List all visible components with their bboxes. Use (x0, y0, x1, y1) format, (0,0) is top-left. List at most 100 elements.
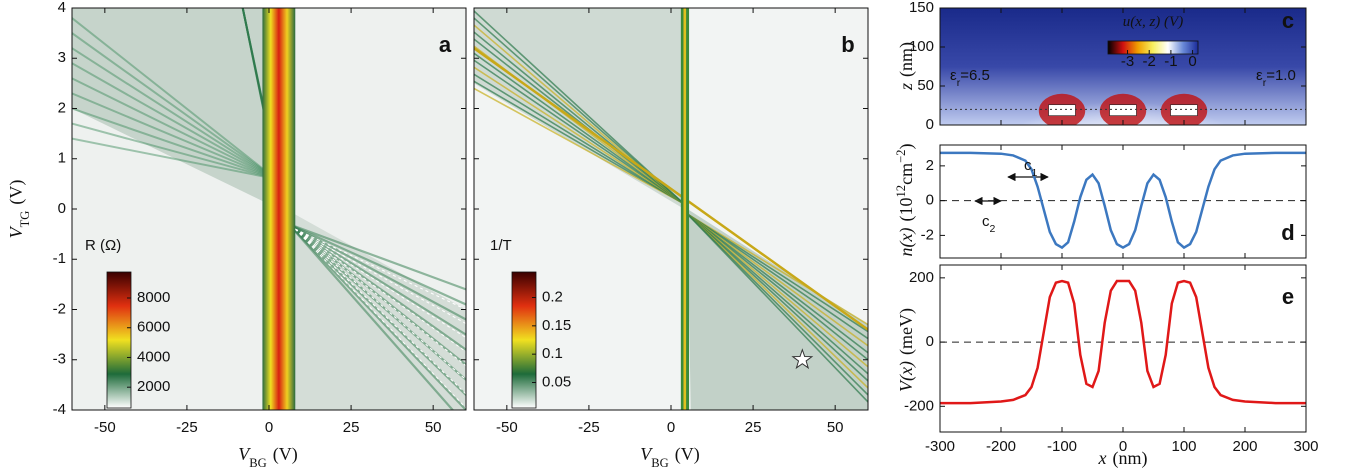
map-feature (686, 213, 868, 389)
electrode (1109, 104, 1137, 116)
label-part: c (982, 213, 990, 230)
y-tick-label: -3 (53, 351, 66, 368)
map-feature (474, 52, 685, 205)
y-tick-label: 50 (917, 77, 934, 94)
label-part: BG (249, 456, 267, 470)
x-tick-label: 50 (827, 419, 844, 436)
map-feature (686, 213, 868, 375)
panel-letter: c (1282, 8, 1294, 33)
y-tick-label: 3 (58, 49, 66, 66)
y-tick-label: 2 (926, 157, 934, 174)
x-axis-label: VBG (V) (640, 444, 700, 470)
plot-area (940, 279, 1306, 405)
label-part: (10 (896, 198, 917, 222)
y-tick-label: -200 (904, 397, 934, 414)
x-tick-label: 25 (343, 419, 360, 436)
map-feature (474, 31, 685, 205)
map-feature (294, 228, 466, 381)
map-feature (288, 223, 466, 351)
map-feature (288, 223, 466, 336)
colorbar-tick-label: 6000 (137, 319, 170, 336)
label-part: BG (651, 456, 669, 470)
label-part: z (896, 83, 916, 91)
label-part: (V) (675, 444, 700, 465)
x-tick-label: 50 (425, 419, 442, 436)
x-tick-label: 25 (745, 419, 762, 436)
panel-letter: a (439, 32, 452, 57)
y-tick-label: 0 (926, 333, 934, 350)
label-part: r (1263, 77, 1267, 89)
line-series (940, 279, 1306, 405)
map-feature (72, 107, 276, 180)
label-part: cm (896, 163, 916, 185)
plot-area (940, 151, 1306, 250)
map-feature (72, 137, 276, 180)
x-tick-label: -50 (94, 419, 116, 436)
label-part: 12 (894, 185, 908, 198)
annotation: εr=6.5 (950, 67, 990, 89)
colorbar (106, 271, 132, 409)
map-feature (294, 228, 466, 353)
x-tick-label: 0 (1119, 438, 1127, 455)
label-part: ) (896, 144, 917, 150)
map-feature (72, 17, 277, 180)
y-axis-label: n(x) (1012cm−2) (894, 144, 917, 257)
plot-area (940, 8, 1306, 125)
x-tick-label: -25 (176, 419, 198, 436)
y-tick-label: 1 (58, 150, 66, 167)
map-feature (474, 80, 685, 205)
plot-area (72, 8, 466, 410)
x-tick-label: -100 (1047, 438, 1077, 455)
colorbar-label: 1/T (490, 237, 512, 254)
y-tick-label: 0 (58, 200, 66, 217)
electrode (1048, 104, 1076, 116)
y-tick-label: 2 (58, 99, 66, 116)
label-part: r (957, 77, 961, 89)
x-tick-label: -50 (496, 419, 518, 436)
label-part: V (640, 444, 653, 464)
x-tick-label: 200 (1232, 438, 1257, 455)
label-part: n(x) (896, 228, 917, 257)
y-axis-label: VTG (V) (6, 180, 32, 239)
map-feature (474, 87, 685, 205)
label-part: ε (1256, 67, 1263, 84)
x-tick-label: 300 (1293, 438, 1318, 455)
label-part: TG (18, 211, 32, 228)
map-feature (686, 213, 868, 333)
colorbar-tick-label: -3 (1121, 53, 1134, 70)
colorbar-tick-label: 0.1 (542, 345, 563, 362)
map-feature (474, 59, 685, 205)
map-feature (474, 47, 868, 331)
map-feature (295, 228, 466, 325)
y-tick-label: 4 (58, 0, 66, 16)
panel-letter: d (1281, 220, 1294, 245)
panel-letter: b (841, 32, 854, 57)
map-feature (686, 213, 868, 361)
y-tick-label: -1 (53, 250, 66, 267)
map-feature (72, 77, 277, 180)
map-feature (686, 213, 868, 354)
y-tick-label: 150 (909, 0, 934, 16)
colorbar-tick-label: 0.15 (542, 317, 571, 334)
x-tick-label: -25 (578, 419, 600, 436)
x-tick-label: 0 (265, 419, 273, 436)
plot-frame (939, 264, 1307, 433)
y-tick-label: 0 (926, 116, 934, 133)
colorbar-tick-label: 0 (1188, 53, 1196, 70)
map-feature (72, 62, 277, 180)
label-part: 2 (990, 223, 996, 235)
x-tick-label: -300 (925, 438, 955, 455)
map-feature (686, 213, 868, 368)
map-feature (287, 223, 466, 410)
y-tick-label: -2 (53, 300, 66, 317)
map-feature (686, 213, 868, 382)
label-part: (meV) (896, 308, 917, 355)
label-part: −2 (894, 150, 908, 163)
label-part: =6.5 (960, 67, 990, 84)
map-feature (474, 66, 685, 205)
colorbar-tick-label: 0.2 (542, 288, 563, 305)
y-tick-label: 200 (909, 269, 934, 286)
map-feature (686, 213, 868, 347)
y-tick-label: 100 (909, 38, 934, 55)
x-tick-label: 0 (667, 419, 675, 436)
